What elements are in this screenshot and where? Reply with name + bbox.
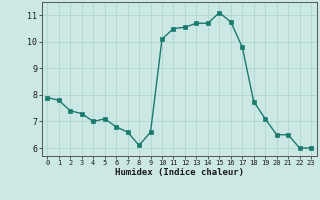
X-axis label: Humidex (Indice chaleur): Humidex (Indice chaleur) [115,168,244,177]
